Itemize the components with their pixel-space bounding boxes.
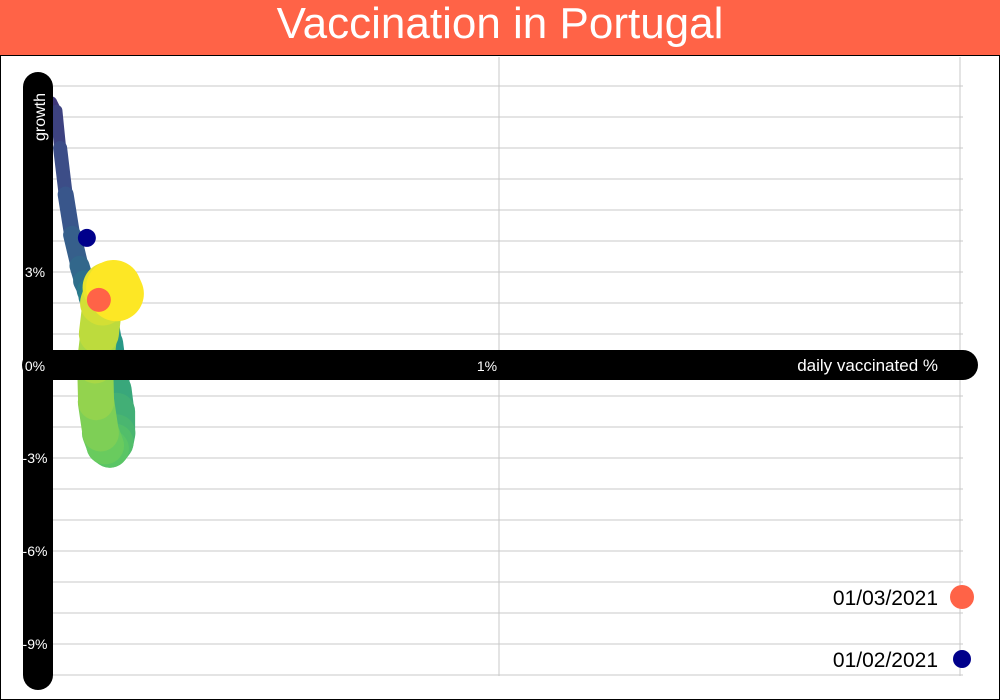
tick-labels: 0% 1% 3% -3% -6% -9% xyxy=(23,264,498,652)
title-bar: Vaccination in Portugal xyxy=(0,0,1000,56)
y-axis-bar xyxy=(23,72,53,690)
y-tick-label: -6% xyxy=(23,543,48,559)
axes: growth daily vaccinated % xyxy=(22,72,978,690)
date-marker xyxy=(86,287,111,312)
x-axis-label: daily vaccinated % xyxy=(797,356,938,375)
x-axis-bar xyxy=(22,350,978,380)
trail-segment xyxy=(86,260,144,322)
date-markers xyxy=(77,228,111,312)
legend-label: 01/03/2021 xyxy=(833,587,938,610)
legend: 01/03/2021 01/02/2021 xyxy=(833,585,974,672)
y-tick-label: 3% xyxy=(25,264,45,280)
x-tick-label: 1% xyxy=(477,358,497,374)
legend-marker xyxy=(950,585,974,609)
y-tick-label: -3% xyxy=(23,450,48,466)
legend-marker xyxy=(953,650,971,668)
legend-label: 01/02/2021 xyxy=(833,649,938,672)
chart-title: Vaccination in Portugal xyxy=(276,0,724,48)
y-axis-label: growth xyxy=(32,93,49,141)
grid-lines xyxy=(38,57,963,676)
y-tick-label: -9% xyxy=(23,636,48,652)
date-marker xyxy=(77,228,96,247)
x-tick-label: 0% xyxy=(25,358,45,374)
